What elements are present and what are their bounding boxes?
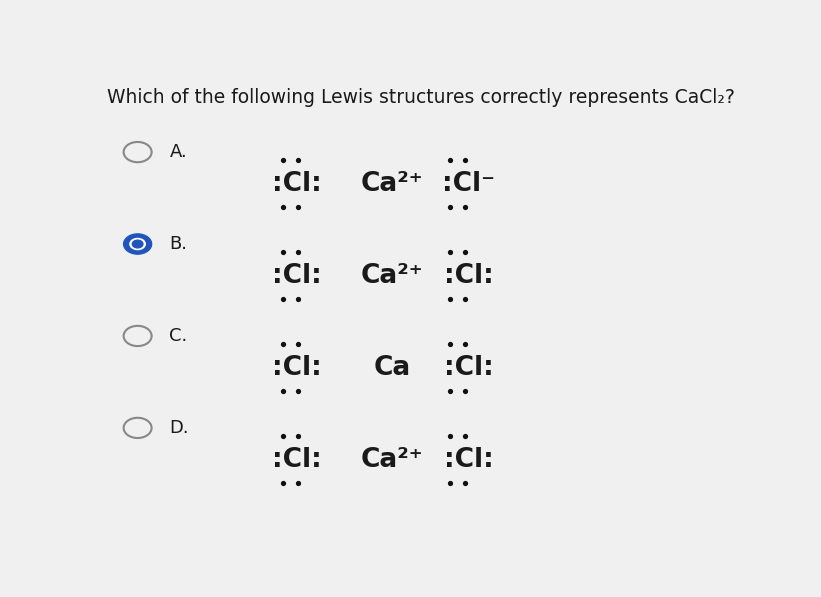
Text: A.: A. (169, 143, 187, 161)
Circle shape (132, 240, 143, 248)
Text: :Cl:: :Cl: (272, 263, 322, 289)
Text: B.: B. (169, 235, 187, 253)
Circle shape (124, 234, 152, 254)
Text: :Cl:: :Cl: (443, 355, 493, 381)
Text: :Cl:: :Cl: (272, 355, 322, 381)
Text: Ca²⁺: Ca²⁺ (360, 263, 424, 289)
Text: D.: D. (169, 419, 189, 437)
Text: :Cl⁻: :Cl⁻ (442, 171, 495, 197)
Text: Which of the following Lewis structures correctly represents CaCl₂?: Which of the following Lewis structures … (107, 88, 735, 107)
Text: Ca²⁺: Ca²⁺ (360, 171, 424, 197)
Text: :Cl:: :Cl: (272, 447, 322, 473)
Text: :Cl:: :Cl: (443, 263, 493, 289)
Text: :Cl:: :Cl: (272, 171, 322, 197)
Circle shape (130, 238, 145, 250)
Text: :Cl:: :Cl: (443, 447, 493, 473)
Text: Ca²⁺: Ca²⁺ (360, 447, 424, 473)
Text: C.: C. (169, 327, 188, 345)
Text: Ca: Ca (374, 355, 410, 381)
